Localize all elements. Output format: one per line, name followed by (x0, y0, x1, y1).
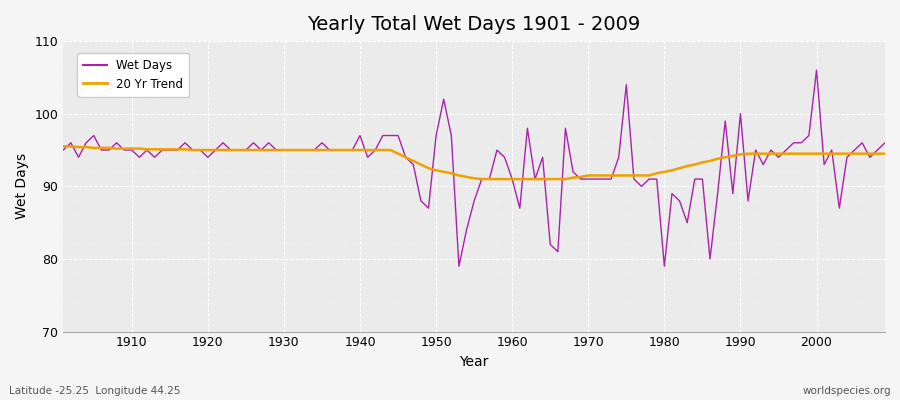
Title: Yearly Total Wet Days 1901 - 2009: Yearly Total Wet Days 1901 - 2009 (308, 15, 641, 34)
Text: worldspecies.org: worldspecies.org (803, 386, 891, 396)
Legend: Wet Days, 20 Yr Trend: Wet Days, 20 Yr Trend (77, 53, 189, 96)
Text: Latitude -25.25  Longitude 44.25: Latitude -25.25 Longitude 44.25 (9, 386, 181, 396)
Y-axis label: Wet Days: Wet Days (15, 153, 29, 220)
X-axis label: Year: Year (460, 355, 489, 369)
